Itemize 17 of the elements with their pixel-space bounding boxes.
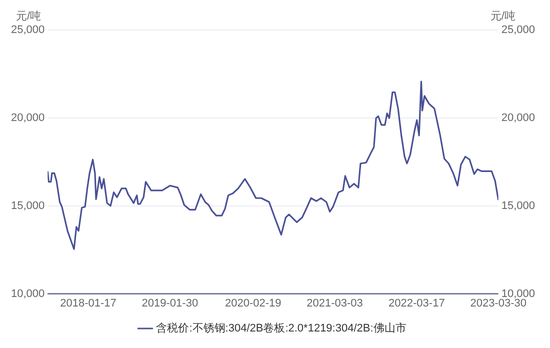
x-tick-label: 2023-03-30 bbox=[470, 297, 526, 310]
legend-label: 含税价:不锈钢:304/2B卷板:2.0*1219:304/2B:佛山市 bbox=[156, 322, 406, 335]
y-tick-label: 25,000 bbox=[10, 24, 45, 36]
y2-axis-title: 元/吨 bbox=[490, 10, 516, 23]
y2-tick-label: 15,000 bbox=[501, 200, 536, 212]
x-tick-label: 2019-01-30 bbox=[142, 297, 198, 310]
y-tick-label: 15,000 bbox=[10, 200, 45, 212]
y-axis-title: 元/吨 bbox=[16, 10, 42, 23]
x-tick-label: 2021-03-03 bbox=[306, 297, 363, 310]
y2-tick-label: 10,000 bbox=[501, 288, 536, 300]
y2-tick-label: 20,000 bbox=[501, 112, 536, 124]
y2-tick-label: 25,000 bbox=[501, 24, 536, 36]
x-tick-label: 2018-01-17 bbox=[60, 297, 116, 310]
y-tick-label: 10,000 bbox=[10, 288, 45, 300]
x-tick-label: 2020-02-19 bbox=[224, 297, 282, 310]
x-tick-label: 2022-03-17 bbox=[388, 297, 445, 310]
y-tick-label: 20,000 bbox=[10, 112, 45, 124]
